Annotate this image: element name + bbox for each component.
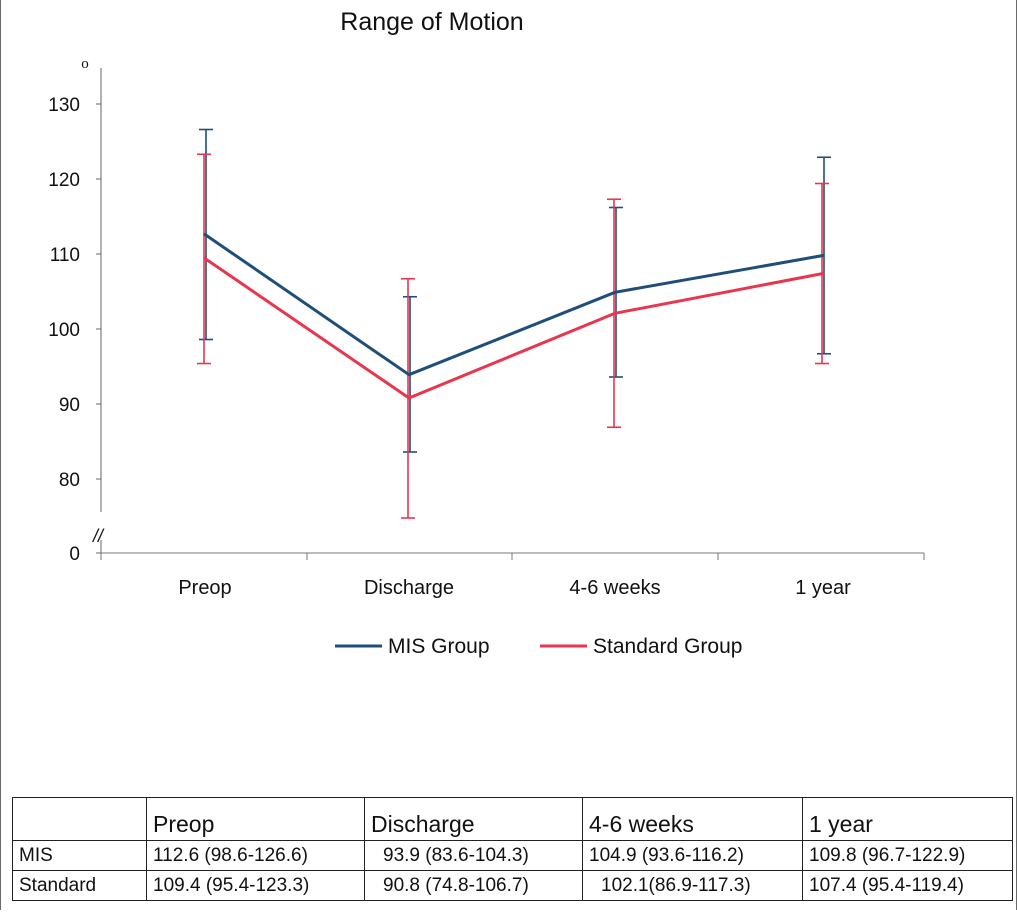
table-cell: 90.8 (74.8-106.7)	[364, 870, 583, 901]
chart-title: Range of Motion	[340, 8, 523, 36]
table-header-cell	[12, 797, 147, 841]
y-tick-label: 90	[59, 395, 80, 416]
table-cell: 102.1(86.9-117.3)	[582, 870, 803, 901]
x-tick-label: Preop	[178, 577, 231, 599]
series-line	[203, 233, 825, 377]
y-tick-label: 80	[59, 470, 80, 491]
range-of-motion-chart: Range of Motion o // 0 80 90 100 110 120 130 Preop…	[48, 8, 925, 658]
table-header-row: Preop Discharge 4-6 weeks 1 year	[12, 797, 1013, 841]
series-line	[203, 257, 825, 400]
table-cell: 109.4 (95.4-123.3)	[146, 870, 365, 901]
row-label-mis: MIS	[12, 840, 147, 871]
table-header-cell: 4-6 weeks	[582, 797, 803, 841]
y-tick-label: 120	[48, 170, 80, 191]
y-tick-label: 130	[48, 95, 80, 116]
table-header-cell: 1 year	[802, 797, 1013, 841]
y-tick-label: 110	[50, 245, 80, 266]
x-tick-label: 4-6 weeks	[569, 577, 660, 599]
y-axis-label: o	[81, 56, 89, 72]
table-header-cell: Discharge	[364, 797, 583, 841]
table-cell: 93.9 (83.6-104.3)	[364, 840, 583, 871]
legend-label: MIS Group	[388, 635, 490, 658]
table-cell: 107.4 (95.4-119.4)	[802, 870, 1013, 901]
y-tick-label: 0	[69, 544, 80, 565]
table-cell: 104.9 (93.6-116.2)	[582, 840, 803, 871]
y-tick-label: 100	[48, 320, 80, 341]
table-row: MIS 112.6 (98.6-126.6) 93.9 (83.6-104.3)…	[12, 840, 1013, 871]
table-cell: 109.8 (96.7-122.9)	[802, 840, 1013, 871]
x-tick-label: Discharge	[364, 577, 454, 599]
table-row: Standard 109.4 (95.4-123.3) 90.8 (74.8-1…	[12, 870, 1013, 901]
range-of-motion-table: Preop Discharge 4-6 weeks 1 year MIS 112…	[12, 797, 1013, 901]
table-cell: 112.6 (98.6-126.6)	[146, 840, 365, 871]
table-header-cell: Preop	[146, 797, 365, 841]
row-label-standard: Standard	[12, 870, 147, 901]
legend-label: Standard Group	[593, 635, 742, 658]
x-tick-label: 1 year	[795, 577, 851, 599]
axis-break-mark: //	[91, 526, 105, 546]
